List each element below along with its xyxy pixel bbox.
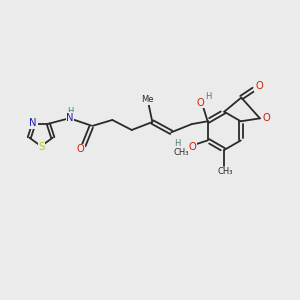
- Text: Me: Me: [141, 95, 153, 104]
- Text: O: O: [197, 98, 205, 108]
- Text: H: H: [205, 92, 211, 101]
- Text: O: O: [262, 113, 270, 123]
- Text: CH₃: CH₃: [173, 148, 189, 157]
- Text: H: H: [175, 139, 181, 148]
- Text: H: H: [67, 106, 73, 116]
- Text: O: O: [189, 142, 196, 152]
- Text: O: O: [255, 81, 263, 92]
- Text: N: N: [29, 118, 37, 128]
- Text: CH₃: CH₃: [218, 167, 233, 176]
- Text: S: S: [38, 142, 45, 152]
- Text: N: N: [66, 112, 74, 123]
- Text: O: O: [77, 144, 85, 154]
